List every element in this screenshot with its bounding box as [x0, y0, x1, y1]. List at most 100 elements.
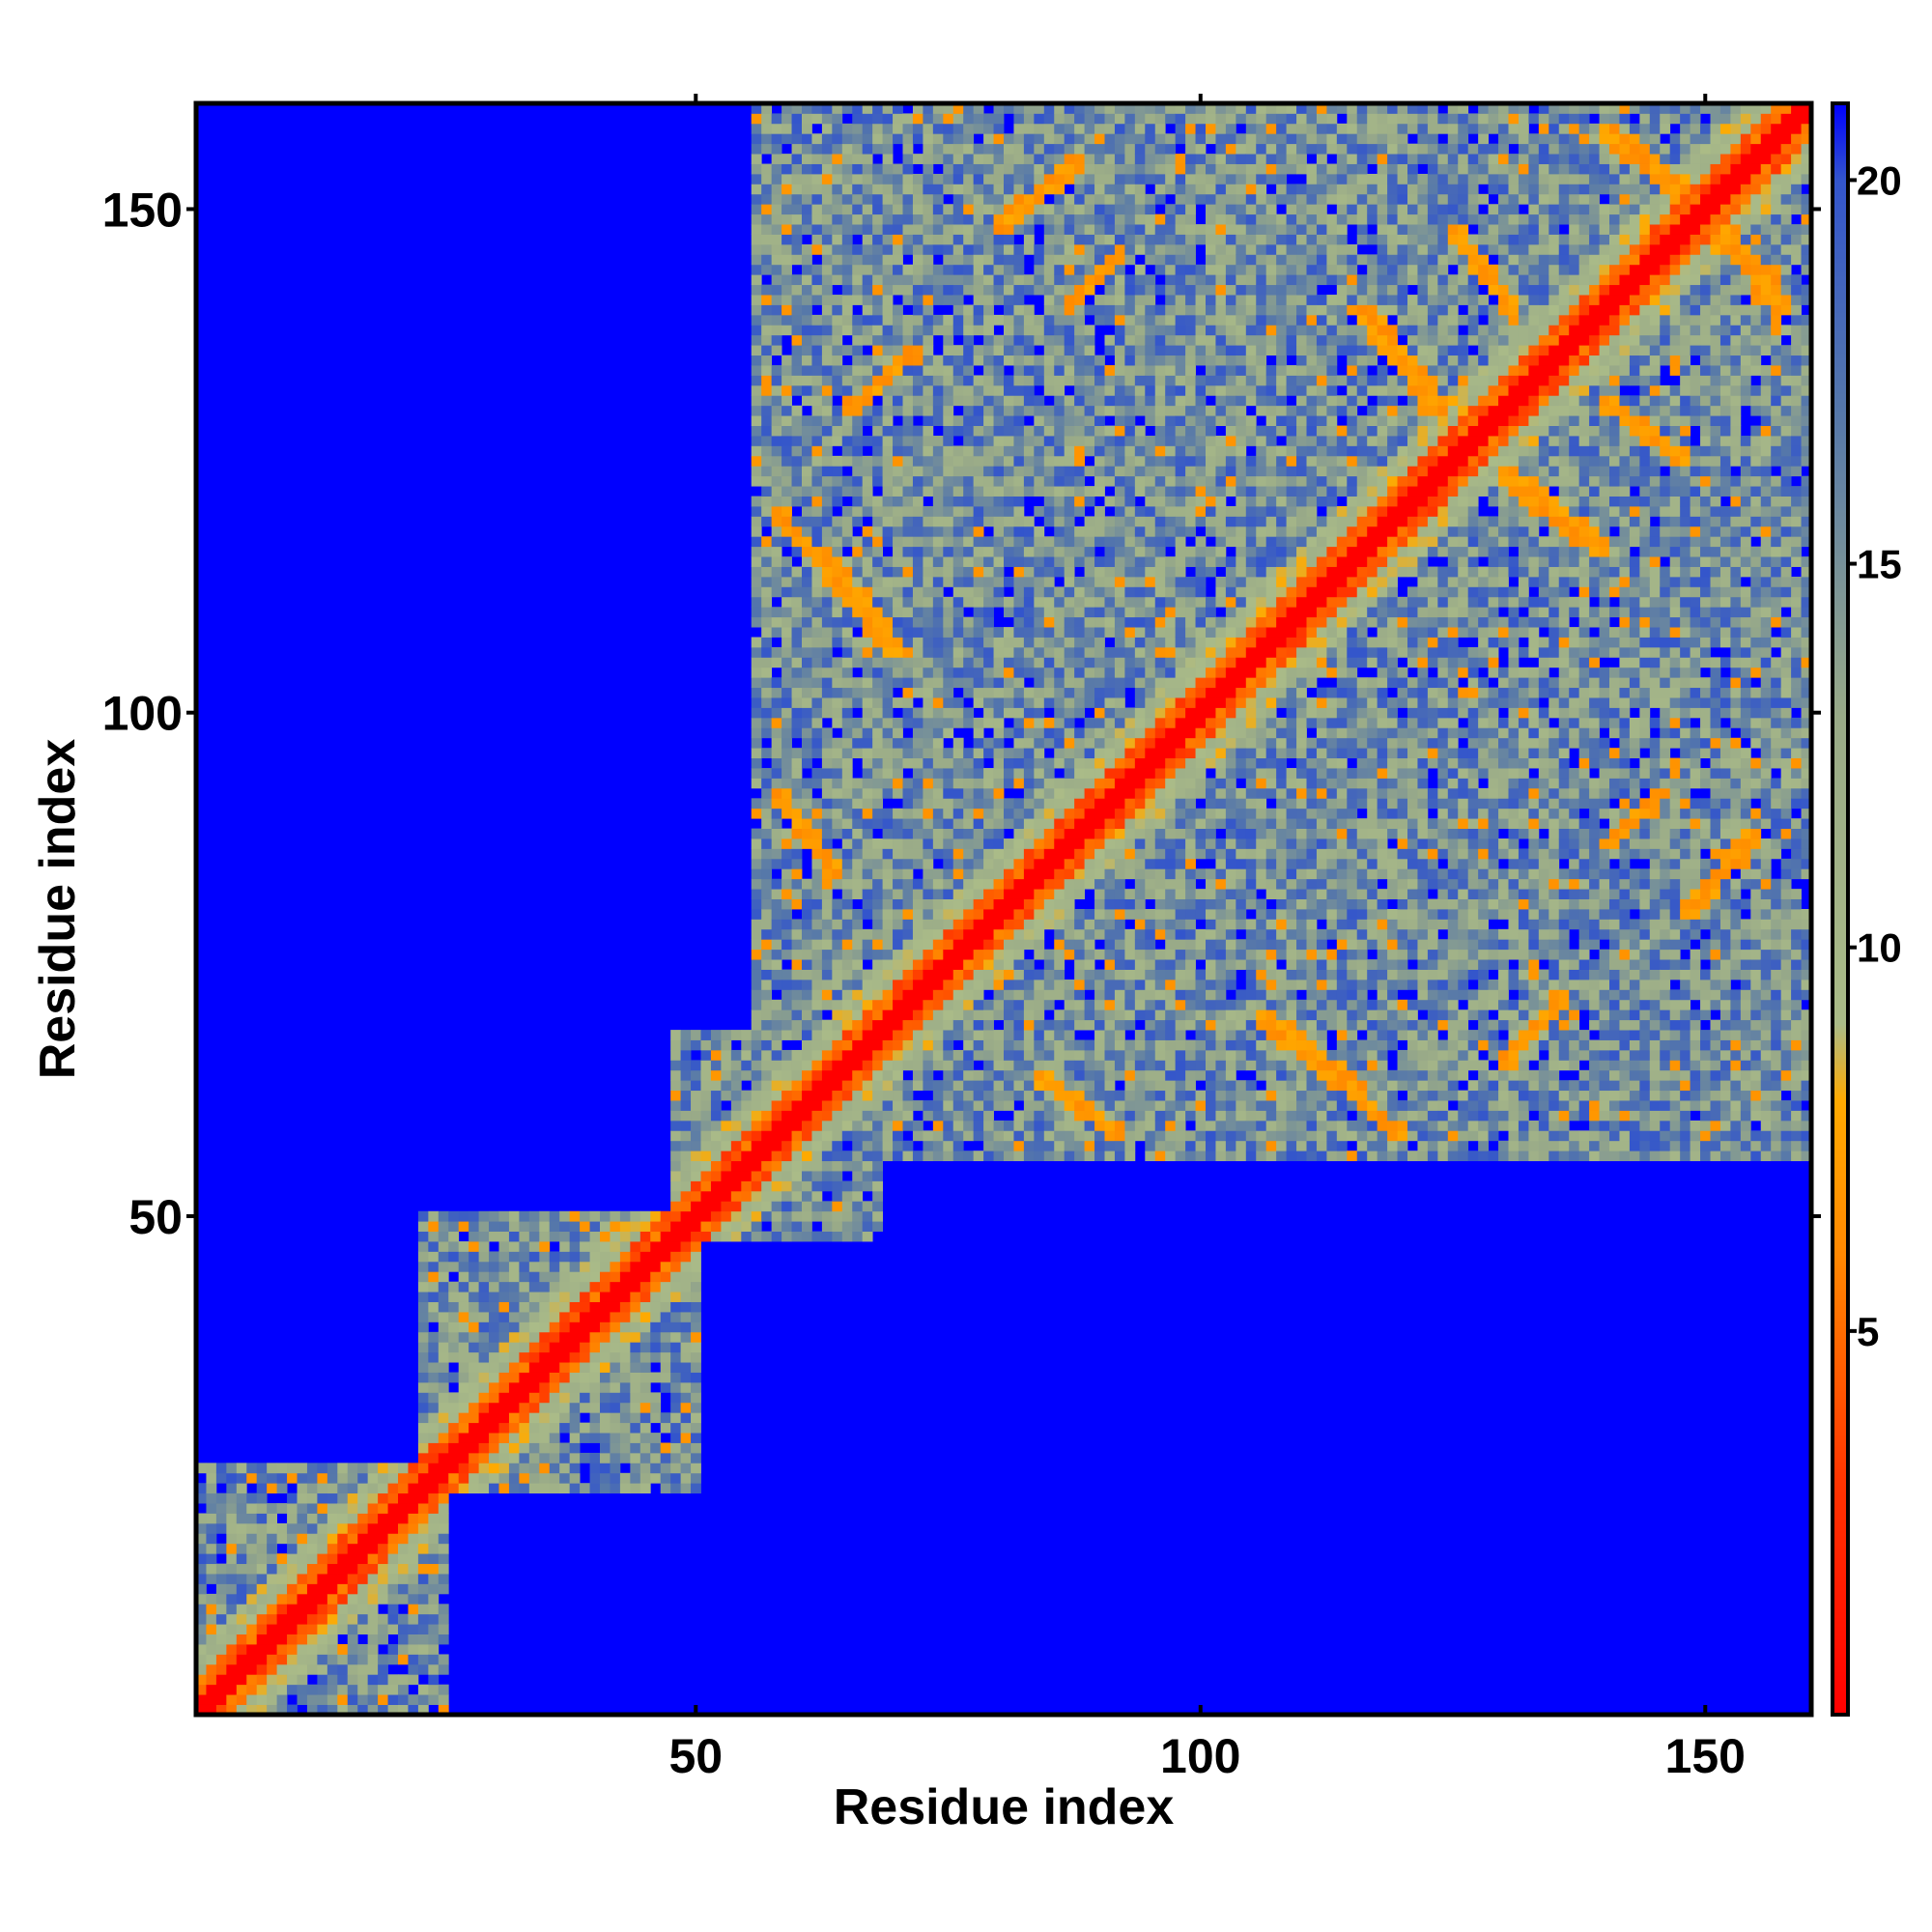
heatmap-cell — [832, 1180, 843, 1192]
heatmap-cell — [821, 425, 833, 437]
heatmap-cell — [791, 546, 803, 557]
heatmap-cell — [932, 828, 944, 839]
heatmap-cell — [589, 1381, 601, 1393]
heatmap-cell — [832, 878, 843, 890]
heatmap-cell — [378, 1694, 388, 1705]
heatmap-cell — [771, 878, 782, 890]
heatmap-cell — [852, 1060, 864, 1071]
heatmap-cell — [893, 445, 903, 457]
heatmap-cell — [347, 1483, 358, 1494]
heatmap-cell — [317, 1533, 328, 1545]
heatmap-cell — [196, 1463, 207, 1474]
heatmap-cell — [781, 536, 792, 548]
heatmap-cell — [438, 1372, 449, 1383]
heatmap-cell — [872, 234, 883, 245]
heatmap-cell — [226, 1463, 238, 1474]
heatmap-cell — [781, 264, 792, 275]
heatmap-cell — [408, 1574, 419, 1584]
heatmap-cell — [973, 425, 984, 437]
heatmap-cell — [680, 1281, 692, 1293]
heatmap-cell — [1023, 475, 1035, 487]
heatmap-cell — [791, 818, 803, 829]
heatmap-cell — [973, 818, 984, 829]
heatmap-cell — [306, 1492, 318, 1504]
heatmap-cell — [882, 909, 894, 920]
heatmap-cell — [1043, 264, 1055, 275]
heatmap-cell — [802, 979, 812, 990]
heatmap-cell — [832, 999, 843, 1010]
heatmap-cell — [417, 1362, 429, 1373]
heatmap-cell — [519, 1483, 530, 1494]
heatmap-cell — [771, 345, 782, 356]
heatmap-cell — [378, 1674, 388, 1686]
heatmap-cell — [691, 1372, 701, 1383]
heatmap-cell — [1054, 334, 1065, 346]
heatmap-cell — [1074, 526, 1085, 537]
heatmap-cell — [781, 768, 792, 779]
heatmap-cell — [1064, 1130, 1075, 1142]
heatmap-cell — [417, 1261, 429, 1272]
heatmap-cell — [943, 677, 954, 689]
heatmap-cell — [983, 1130, 994, 1142]
heatmap-cell — [691, 1110, 701, 1122]
heatmap-cell — [448, 1321, 460, 1333]
heatmap-cell — [943, 425, 954, 437]
heatmap-cell — [852, 466, 864, 477]
heatmap-cell — [428, 1312, 440, 1322]
heatmap-cell — [1064, 667, 1075, 678]
heatmap-cell — [1064, 707, 1075, 719]
heatmap-cell — [1084, 717, 1095, 728]
heatmap-cell — [751, 375, 762, 386]
heatmap-cell — [1064, 637, 1075, 648]
heatmap-cell — [761, 687, 773, 698]
heatmap-cell — [781, 858, 792, 869]
heatmap-cell — [639, 1271, 651, 1283]
heatmap-cell — [1013, 405, 1025, 416]
heatmap-cell — [832, 757, 843, 769]
heatmap-cell — [1034, 395, 1045, 407]
heatmap-cell — [902, 546, 914, 557]
heatmap-cell — [781, 627, 792, 638]
heatmap-cell — [1043, 224, 1055, 235]
heatmap-cell — [923, 748, 934, 759]
heatmap-cell — [821, 667, 833, 678]
heatmap-cell — [862, 838, 873, 849]
heatmap-cell — [923, 868, 934, 880]
heatmap-cell — [862, 173, 873, 185]
heatmap-cell — [226, 1604, 238, 1615]
heatmap-cell — [610, 1251, 621, 1263]
heatmap-cell — [771, 365, 782, 376]
heatmap-cell — [670, 1241, 681, 1252]
heatmap-cell — [983, 707, 994, 719]
heatmap-cell — [771, 1030, 782, 1040]
heatmap-cell — [761, 999, 773, 1010]
heatmap-cell — [539, 1422, 551, 1434]
heatmap-cell — [639, 1241, 651, 1252]
heatmap-cell — [963, 768, 975, 779]
heatmap-cell — [771, 173, 782, 185]
heatmap-cell — [872, 607, 883, 618]
heatmap-cell — [932, 717, 944, 728]
heatmap-cell — [872, 384, 883, 396]
heatmap-cell — [902, 868, 914, 880]
heatmap-cell — [730, 1201, 742, 1212]
heatmap-cell — [206, 1694, 217, 1705]
heatmap-cell — [428, 1684, 440, 1695]
heatmap-cell — [811, 1140, 823, 1151]
heatmap-cell — [610, 1231, 621, 1242]
heatmap-cell — [882, 627, 894, 638]
heatmap-cell — [489, 1251, 499, 1263]
heatmap-cell — [923, 1080, 934, 1092]
heatmap-cell — [276, 1522, 288, 1534]
heatmap-cell — [650, 1372, 662, 1383]
heatmap-cell — [680, 1039, 692, 1051]
heatmap-cell — [902, 858, 914, 869]
heatmap-cell — [1013, 466, 1025, 477]
heatmap-cell — [852, 405, 864, 416]
heatmap-cell — [872, 808, 883, 819]
heatmap-cell — [236, 1503, 247, 1514]
heatmap-cell — [680, 1030, 692, 1040]
heatmap-cell — [1054, 304, 1065, 316]
heatmap-cell — [952, 365, 964, 376]
heatmap-cell — [963, 1100, 975, 1111]
